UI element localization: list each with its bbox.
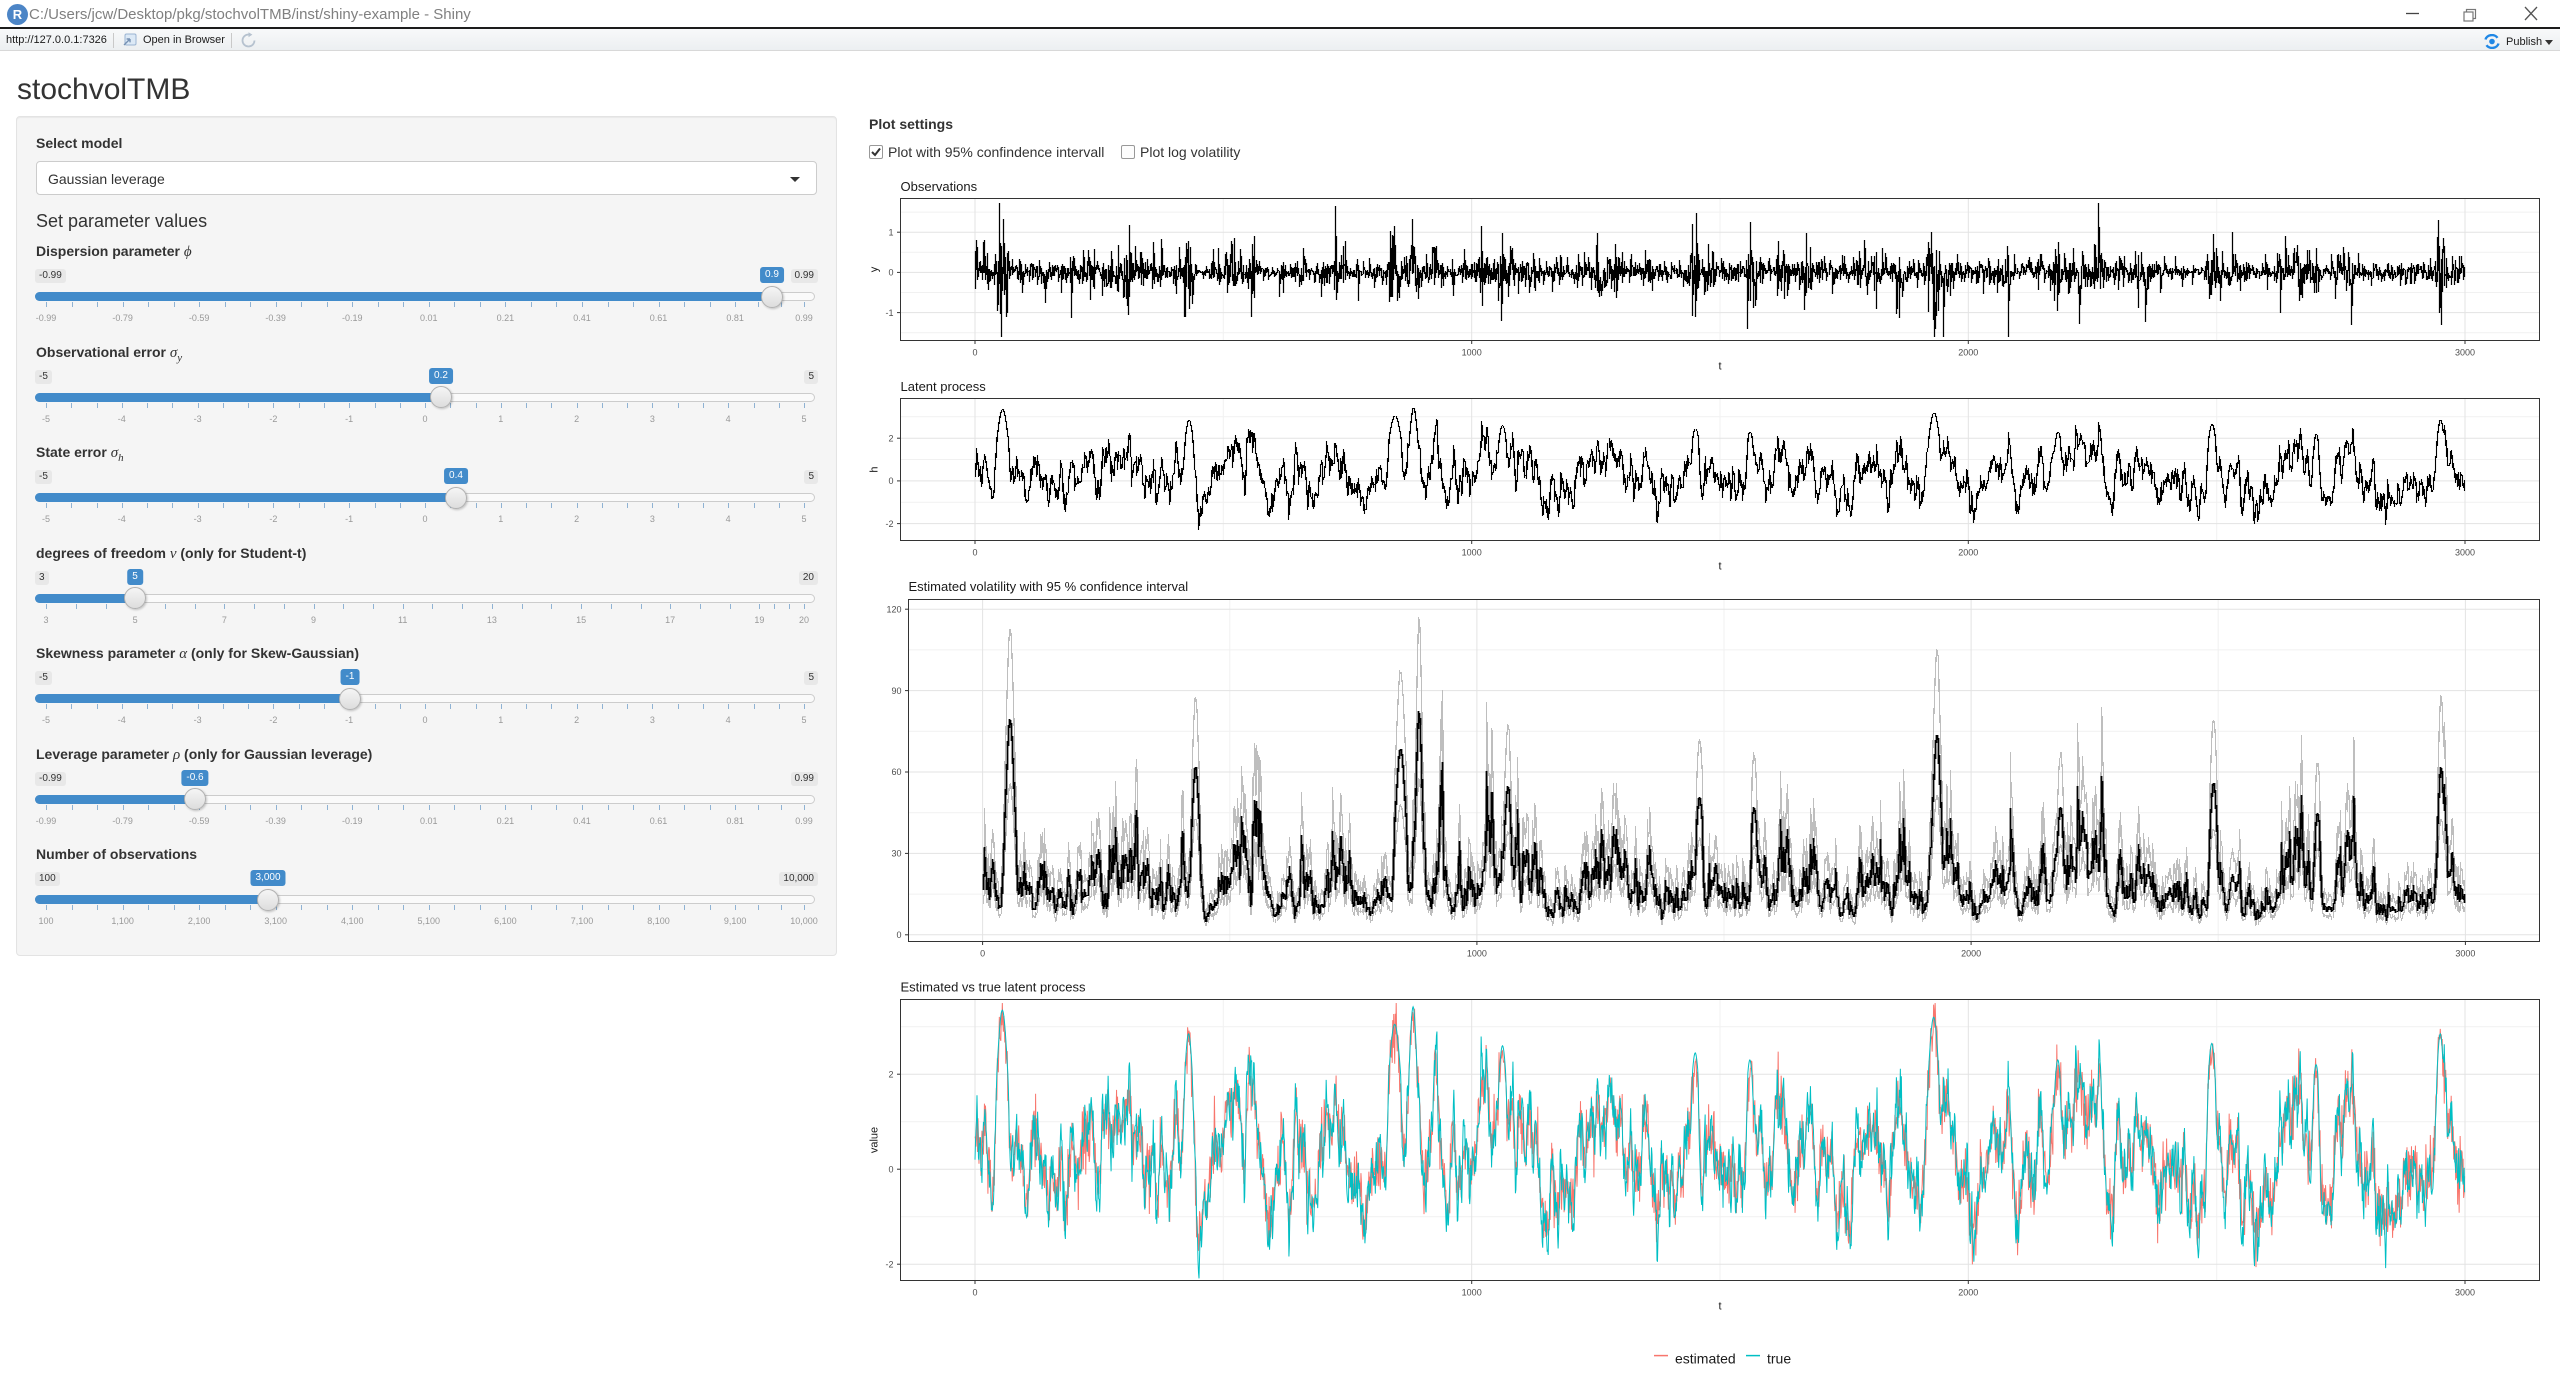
svg-text:2000: 2000 xyxy=(1961,949,1981,959)
svg-text:1000: 1000 xyxy=(1462,548,1482,558)
svg-text:-1: -1 xyxy=(885,308,893,318)
svg-text:2000: 2000 xyxy=(1958,1288,1978,1298)
svg-text:t: t xyxy=(1718,1301,1721,1313)
svg-text:0: 0 xyxy=(980,949,985,959)
svg-text:true: true xyxy=(1767,1350,1791,1366)
svg-text:Estimated volatility with 95 %: Estimated volatility with 95 % confidenc… xyxy=(909,579,1189,594)
svg-text:2: 2 xyxy=(888,1069,893,1079)
svg-text:0: 0 xyxy=(896,930,901,940)
svg-text:2000: 2000 xyxy=(1958,548,1978,558)
svg-text:t: t xyxy=(1718,561,1721,573)
svg-text:2: 2 xyxy=(888,433,893,443)
svg-text:Latent process: Latent process xyxy=(901,379,987,394)
svg-text:1000: 1000 xyxy=(1462,348,1482,358)
svg-text:t: t xyxy=(1718,361,1721,373)
svg-text:60: 60 xyxy=(891,767,901,777)
svg-text:3000: 3000 xyxy=(2455,1288,2475,1298)
svg-text:30: 30 xyxy=(891,849,901,859)
svg-text:0: 0 xyxy=(972,1288,977,1298)
svg-text:value: value xyxy=(869,1127,881,1153)
svg-text:90: 90 xyxy=(891,686,901,696)
svg-text:3000: 3000 xyxy=(2455,348,2475,358)
svg-text:Observations: Observations xyxy=(901,179,978,194)
svg-text:-2: -2 xyxy=(885,1259,893,1269)
svg-text:0: 0 xyxy=(888,268,893,278)
svg-text:2000: 2000 xyxy=(1958,348,1978,358)
svg-text:0: 0 xyxy=(888,1164,893,1174)
svg-text:-2: -2 xyxy=(885,519,893,529)
svg-text:0: 0 xyxy=(972,548,977,558)
svg-text:0: 0 xyxy=(972,348,977,358)
svg-text:1000: 1000 xyxy=(1462,1288,1482,1298)
svg-text:3000: 3000 xyxy=(2455,949,2475,959)
svg-text:estimated: estimated xyxy=(1675,1350,1736,1366)
svg-text:0: 0 xyxy=(888,476,893,486)
svg-text:120: 120 xyxy=(886,604,901,614)
svg-text:3000: 3000 xyxy=(2455,548,2475,558)
svg-text:1: 1 xyxy=(888,227,893,237)
svg-text:h: h xyxy=(869,466,881,472)
svg-text:Estimated vs true latent proce: Estimated vs true latent process xyxy=(901,980,1086,995)
svg-text:1000: 1000 xyxy=(1467,949,1487,959)
svg-text:y: y xyxy=(869,266,881,272)
